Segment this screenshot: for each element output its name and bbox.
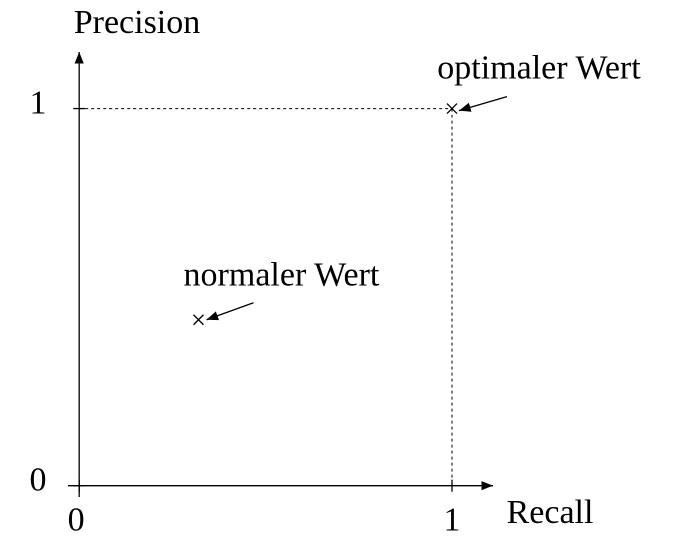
x-tick-label: 1 <box>443 501 460 538</box>
point <box>446 103 458 115</box>
annotation: optimaler Wert <box>437 49 641 86</box>
x-tick-label: 0 <box>68 501 85 538</box>
x-axis-label: Recall <box>507 494 594 531</box>
y-axis-label: Precision <box>74 4 201 41</box>
annotation-arrow <box>458 95 508 112</box>
annotation-arrow <box>206 302 254 321</box>
annotation: normaler Wert <box>184 257 380 294</box>
y-tick-label: 1 <box>30 84 47 121</box>
y-tick-label: 0 <box>30 461 47 498</box>
point <box>193 314 204 326</box>
